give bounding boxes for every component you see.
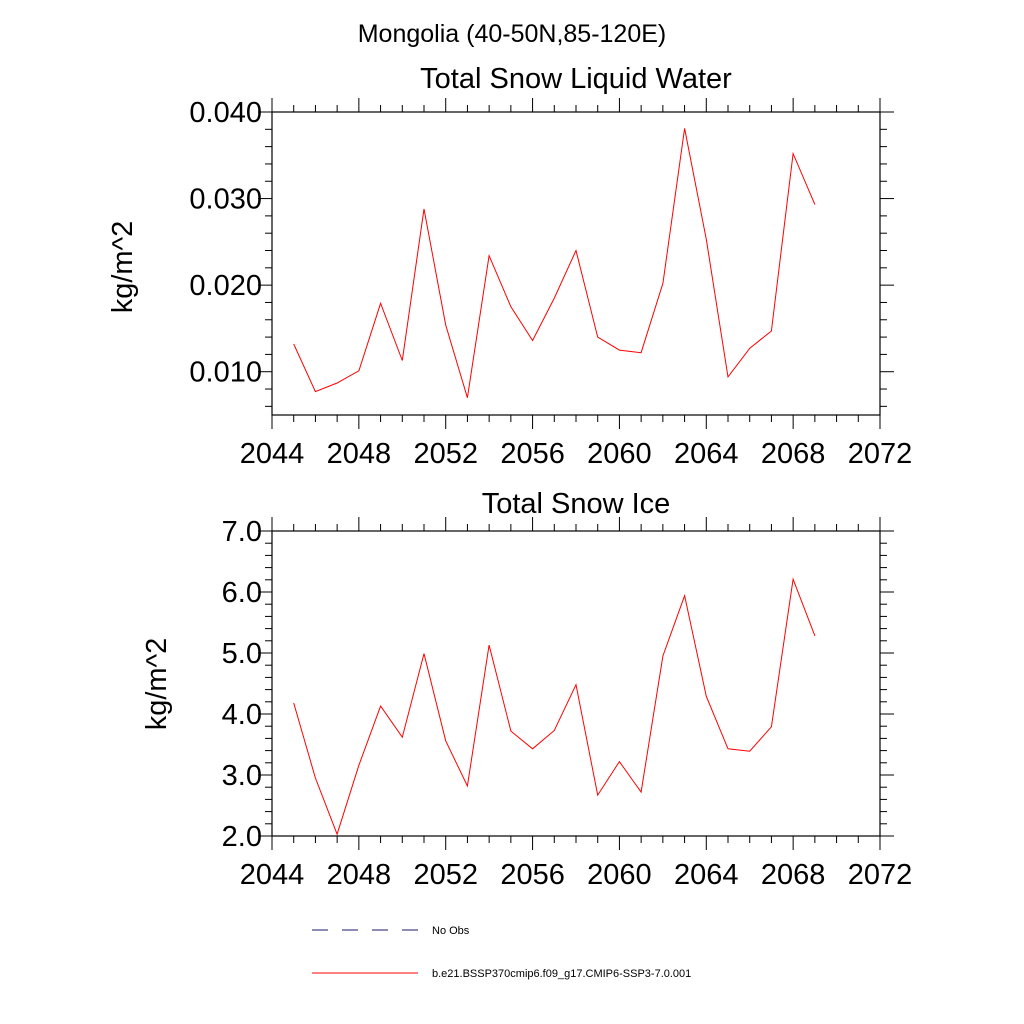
y-tick-labels: 0.010 0.020 0.030 0.040 xyxy=(189,97,262,389)
legend-item-model: b.e21.BSSP370cmip6.f09_g17.CMIP6-SSP3-7.… xyxy=(312,968,691,980)
x-tick-labels: 2044 2048 2052 2056 2060 2064 2068 2072 xyxy=(240,859,913,891)
plot-frame xyxy=(271,530,881,837)
x-tick-label: 2056 xyxy=(500,438,565,470)
x-tick-label: 2052 xyxy=(413,438,478,470)
x-tick-label: 2060 xyxy=(587,438,652,470)
y-tick-label: 0.020 xyxy=(189,270,262,302)
x-tick-label: 2052 xyxy=(413,859,478,891)
y-tick-label: 6.0 xyxy=(222,577,262,609)
y-axis-label: kg/m^2 xyxy=(141,638,173,731)
legend-label: No Obs xyxy=(432,925,470,937)
x-tick-label: 2064 xyxy=(674,859,739,891)
y-tick-labels: 2.0 3.0 4.0 5.0 6.0 7.0 xyxy=(222,516,262,853)
series-line xyxy=(293,577,816,836)
y-tick-label: 7.0 xyxy=(222,516,262,548)
legend-item-obs: No Obs xyxy=(312,925,470,937)
figure-suptitle: Mongolia (40-50N,85-120E) xyxy=(358,20,667,48)
series xyxy=(293,577,816,836)
y-tick-label: 0.040 xyxy=(189,97,262,129)
y-tick-label: 0.010 xyxy=(189,357,262,389)
x-tick-label: 2068 xyxy=(761,859,826,891)
panel-snow-ice: Total Snow Ice kg/m^2 2044 2048 2052 2056 20… xyxy=(141,488,912,891)
y-tick-label: 3.0 xyxy=(222,760,262,792)
x-tick-label: 2044 xyxy=(240,438,305,470)
y-tick-label: 2.0 xyxy=(222,821,262,853)
x-tick-label: 2072 xyxy=(848,859,913,891)
ticks xyxy=(258,517,894,850)
legend-label: b.e21.BSSP370cmip6.f09_g17.CMIP6-SSP3-7.… xyxy=(432,968,691,980)
y-tick-label: 5.0 xyxy=(222,638,262,670)
panel-title: Total Snow Liquid Water xyxy=(420,63,732,95)
x-tick-label: 2068 xyxy=(761,438,826,470)
y-tick-label: 4.0 xyxy=(222,699,262,731)
plot-frame xyxy=(271,111,881,416)
legend: No Obs b.e21.BSSP370cmip6.f09_g17.CMIP6-… xyxy=(312,925,691,980)
y-tick-label: 0.030 xyxy=(189,184,262,216)
x-tick-labels: 2044 2048 2052 2056 2060 2064 2068 2072 xyxy=(240,438,913,470)
ticks xyxy=(258,98,894,429)
x-tick-label: 2060 xyxy=(587,859,652,891)
y-axis-label: kg/m^2 xyxy=(107,221,139,314)
x-tick-label: 2044 xyxy=(240,859,305,891)
series-line xyxy=(293,128,816,398)
series xyxy=(293,128,816,398)
x-tick-label: 2072 xyxy=(848,438,913,470)
x-tick-label: 2048 xyxy=(327,859,392,891)
x-tick-label: 2048 xyxy=(327,438,392,470)
panel-snow-liquid-water: Total Snow Liquid Water kg/m^2 2044 2048 2… xyxy=(107,63,912,470)
x-tick-label: 2056 xyxy=(500,859,565,891)
panel-title: Total Snow Ice xyxy=(482,488,671,520)
x-tick-label: 2064 xyxy=(674,438,739,470)
